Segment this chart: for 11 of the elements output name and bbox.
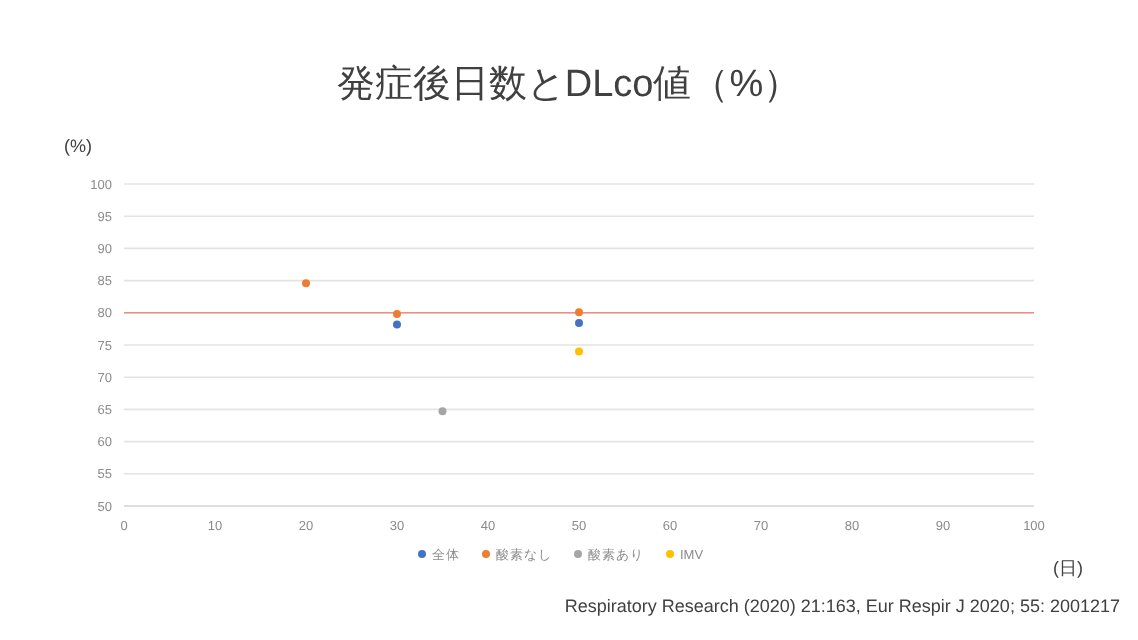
point	[438, 407, 447, 416]
x-axis-title: (日)	[1053, 558, 1083, 578]
chart-title: 発症後日数とDLco値（%）	[336, 64, 802, 106]
y-axis-title: (%)	[64, 136, 92, 156]
point	[575, 319, 583, 328]
point	[302, 279, 310, 288]
point	[393, 320, 401, 329]
point	[575, 308, 583, 317]
point	[575, 347, 583, 356]
text: Respiratory Research (2020) 21:163, Eur Respir J 2020; 55: 2001217	[564, 596, 1120, 616]
point	[393, 310, 401, 319]
